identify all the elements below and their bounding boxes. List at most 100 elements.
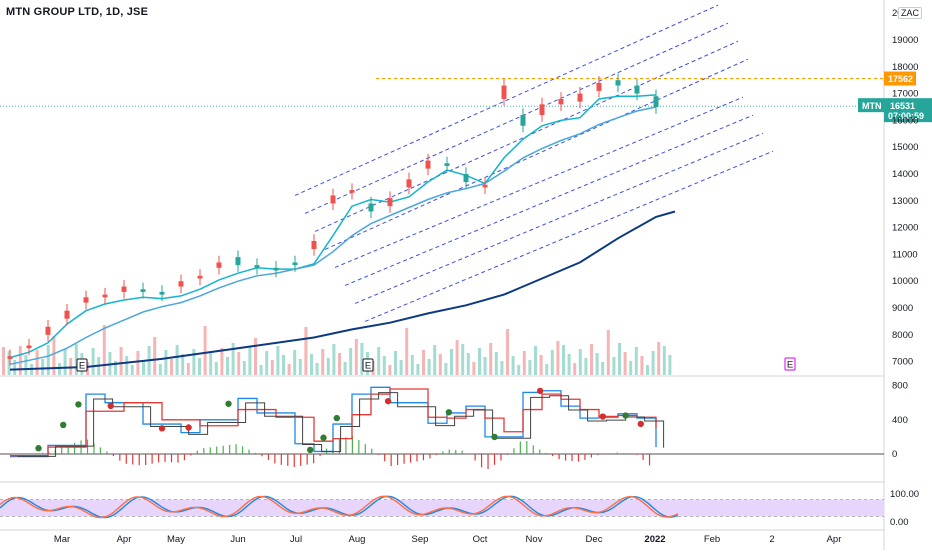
candle[interactable] xyxy=(425,160,431,169)
candle[interactable] xyxy=(539,104,545,116)
candle[interactable] xyxy=(615,80,621,86)
channel-line xyxy=(334,96,744,268)
candle[interactable] xyxy=(330,195,336,204)
volume-bar xyxy=(237,352,241,375)
chart-title: MTN GROUP LTD, 1D, JSE xyxy=(6,6,149,18)
symbol-tag xyxy=(858,98,884,113)
candle[interactable] xyxy=(235,257,241,266)
candle[interactable] xyxy=(634,85,640,94)
volume-bar xyxy=(142,360,145,375)
y-tick-label: 15000 xyxy=(892,142,918,153)
candle[interactable] xyxy=(558,98,564,105)
volume-bar xyxy=(214,362,218,375)
volume-bar xyxy=(18,346,22,375)
candle[interactable] xyxy=(311,241,317,250)
volume-bar xyxy=(494,352,498,375)
volume-bar xyxy=(539,355,543,375)
candle[interactable] xyxy=(83,297,89,303)
y-tick-label: 10000 xyxy=(892,276,918,287)
candle[interactable] xyxy=(482,184,488,188)
candle[interactable] xyxy=(159,291,165,295)
candle[interactable] xyxy=(45,326,51,335)
stoch-d-line xyxy=(0,495,679,519)
volume-bar xyxy=(478,348,481,375)
volume-bar xyxy=(242,361,246,375)
candle[interactable] xyxy=(121,286,127,292)
candle[interactable] xyxy=(254,265,260,268)
channel-line xyxy=(364,150,774,322)
volume-bar xyxy=(114,361,117,375)
candle[interactable] xyxy=(273,267,279,271)
volume-bar xyxy=(270,360,274,375)
candle[interactable] xyxy=(197,275,203,279)
volume-bar xyxy=(315,363,319,375)
candle[interactable] xyxy=(596,82,602,91)
volume-bar xyxy=(52,336,56,375)
volume-bar xyxy=(203,326,207,375)
macd-cross-dot xyxy=(307,446,314,454)
volume-bar xyxy=(422,350,425,375)
candle[interactable] xyxy=(140,289,146,292)
macd-cross-dot xyxy=(158,425,166,432)
x-tick-label: Jun xyxy=(230,534,245,545)
x-tick-label: 2022 xyxy=(644,534,665,545)
candle[interactable] xyxy=(577,93,583,102)
candle[interactable] xyxy=(463,174,469,183)
ma-mid-line xyxy=(9,106,657,366)
macd-cross-dot xyxy=(491,433,498,441)
candle[interactable] xyxy=(216,262,222,268)
y-tick-label: 7000 xyxy=(892,357,913,368)
candle[interactable] xyxy=(349,190,355,193)
volume-bar xyxy=(13,360,17,375)
macd-cross-dot xyxy=(107,402,114,410)
stoch-y-tick-label: 100.00 xyxy=(890,489,919,500)
volume-bar xyxy=(338,353,341,375)
volume-bar xyxy=(450,349,453,375)
earnings-marker[interactable] xyxy=(784,357,796,371)
candle[interactable] xyxy=(178,281,184,287)
volume-bar xyxy=(158,364,162,375)
volume-bar xyxy=(226,357,229,375)
volume-bar xyxy=(343,362,347,375)
candle[interactable] xyxy=(653,96,659,107)
volume-bar xyxy=(634,347,638,375)
volume-bar xyxy=(466,353,470,375)
volume-bar xyxy=(186,363,190,375)
candle[interactable] xyxy=(444,163,450,166)
volume-bar xyxy=(282,355,285,375)
y-tick-label: 9000 xyxy=(892,303,913,314)
axes: 2000019000180001700016000150001400013000… xyxy=(54,8,919,545)
candle[interactable] xyxy=(520,115,526,126)
volume-bar xyxy=(259,365,263,375)
volume-bar xyxy=(231,343,235,375)
candle[interactable] xyxy=(64,310,70,319)
candle[interactable] xyxy=(26,345,32,349)
volume-bar xyxy=(130,365,134,375)
candle[interactable] xyxy=(368,203,374,212)
volume-bar xyxy=(517,365,521,375)
volume-bar xyxy=(618,343,621,375)
earnings-marker[interactable] xyxy=(76,358,88,372)
macd-cross-dot xyxy=(75,401,82,408)
last-price-tag xyxy=(884,98,932,123)
candle[interactable] xyxy=(7,356,13,359)
candle[interactable] xyxy=(406,179,412,188)
volume-bar xyxy=(534,346,537,375)
earnings-marker[interactable] xyxy=(362,358,374,372)
candle[interactable] xyxy=(501,85,507,99)
currency-badge[interactable]: ZAC xyxy=(898,7,922,19)
macd-pane[interactable] xyxy=(0,386,884,469)
volume-bar xyxy=(511,356,515,375)
candle[interactable] xyxy=(292,262,298,266)
candle[interactable] xyxy=(387,198,393,207)
volume-bar xyxy=(119,347,123,375)
x-tick-label: Apr xyxy=(827,534,842,545)
volume-bar xyxy=(220,348,224,375)
stochastic-pane[interactable] xyxy=(0,495,884,519)
candle[interactable] xyxy=(102,294,108,298)
x-tick-label: Dec xyxy=(586,534,603,545)
volume-bar xyxy=(382,356,386,375)
